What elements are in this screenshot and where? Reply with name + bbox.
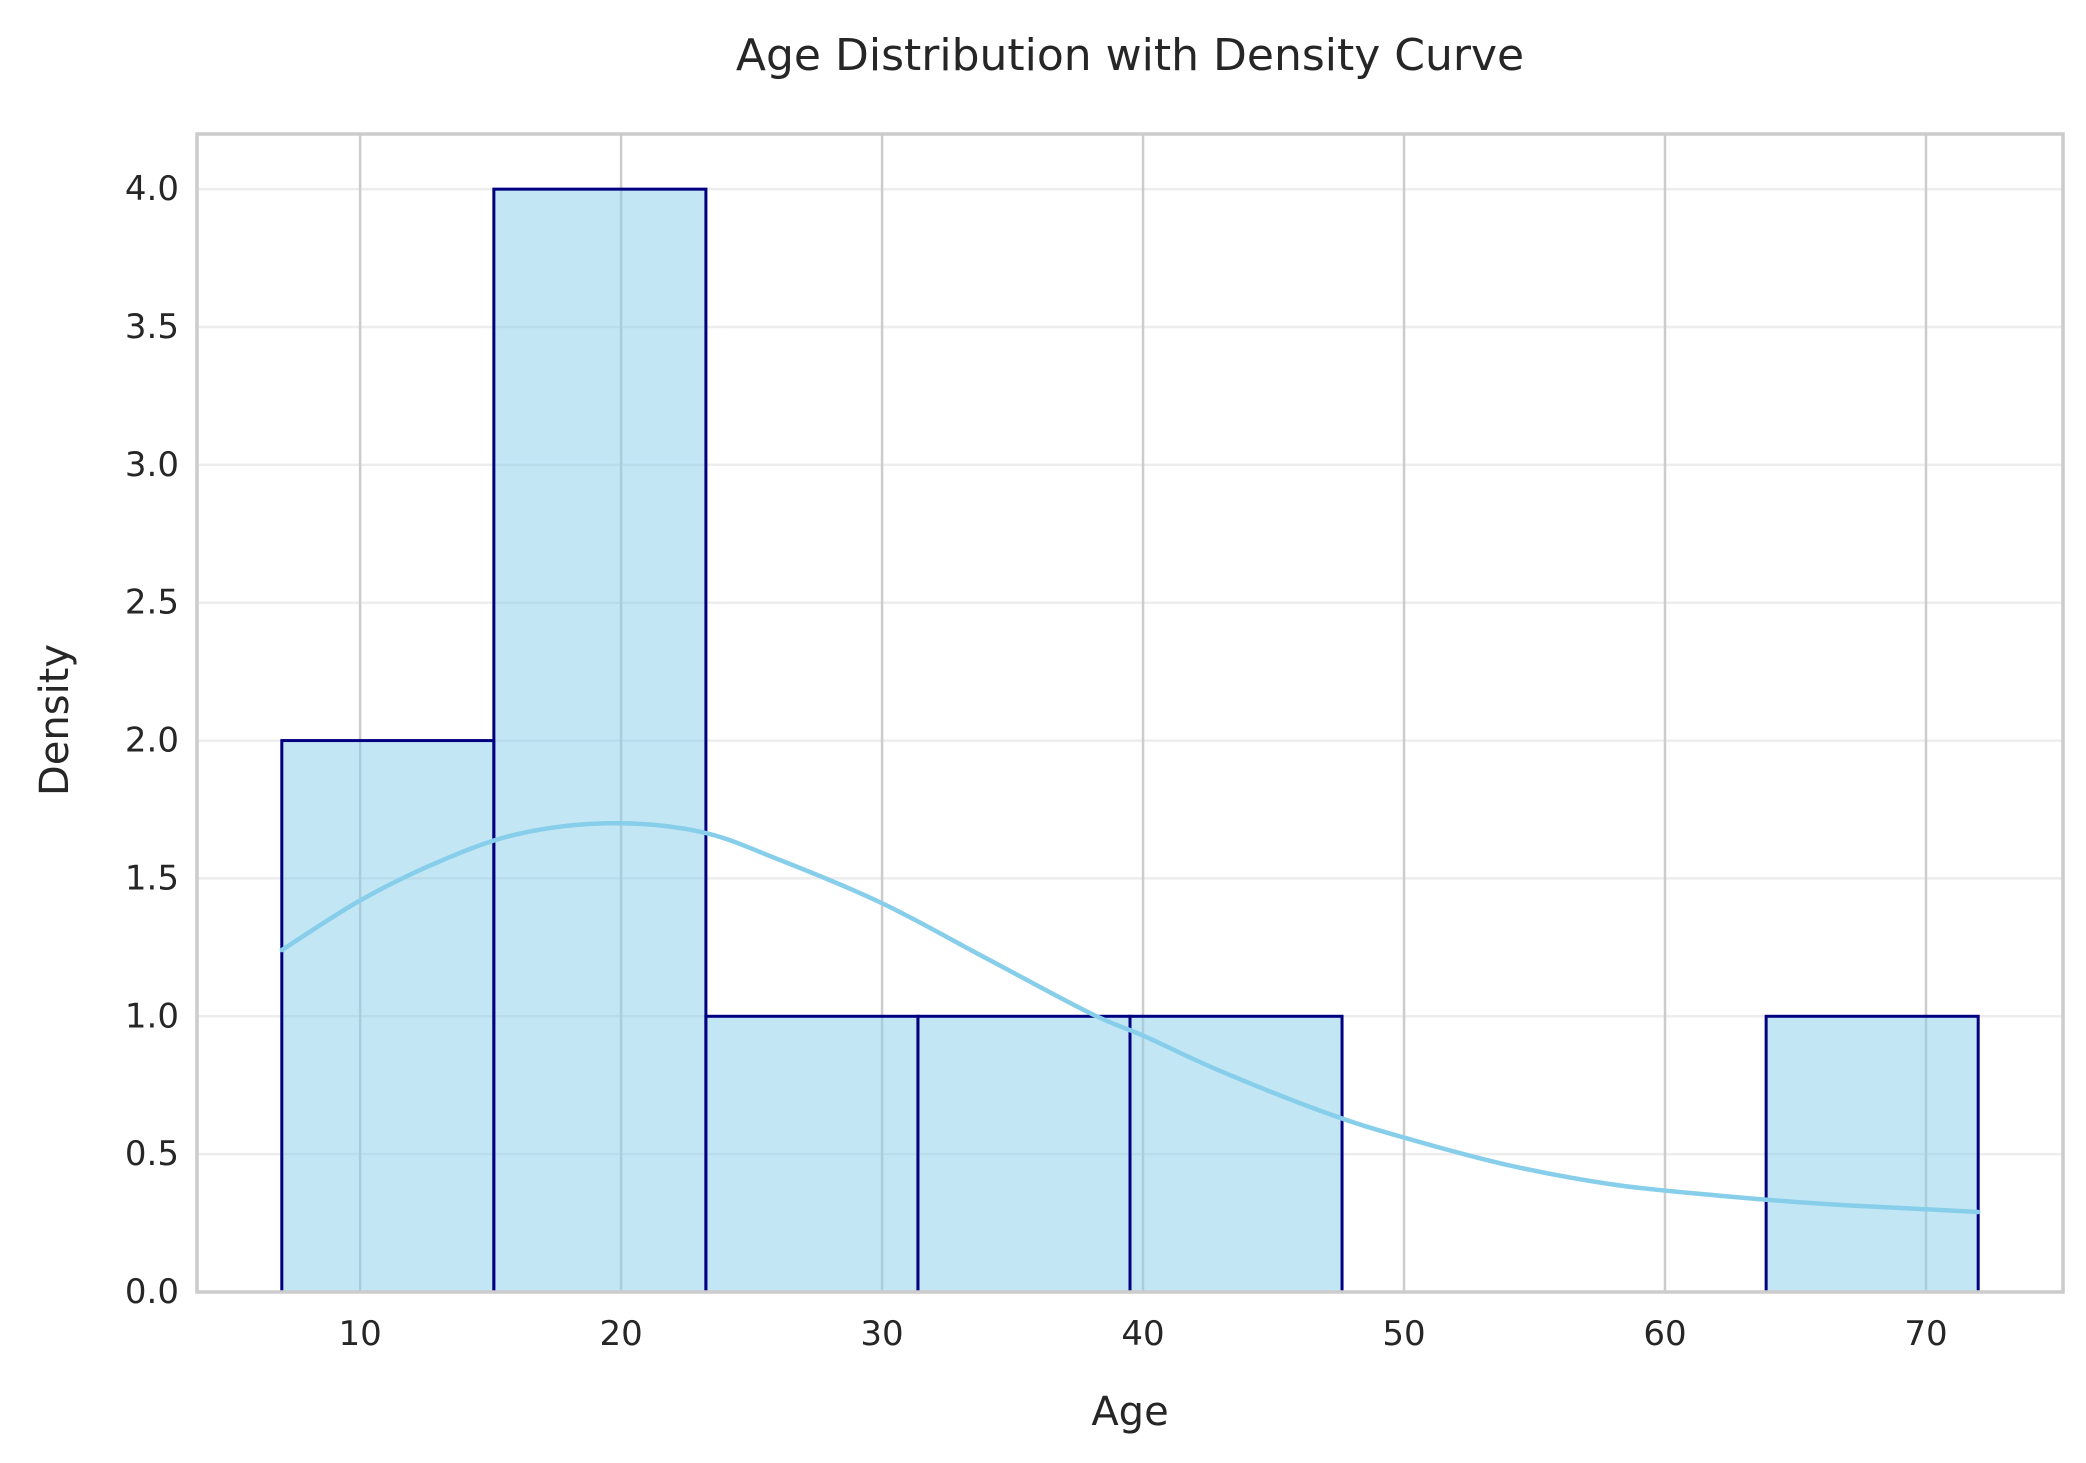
y-axis-ticks: 0.0 0.5 1.0 1.5 2.0 2.5 3.0 3.5 4.0: [125, 169, 179, 1312]
y-tick-label: 4.0: [125, 169, 179, 209]
histogram-bar: [280, 739, 496, 1294]
histogram-bar: [916, 1014, 1132, 1294]
density-curve-layer: [279, 820, 1981, 1215]
y-tick-label: 2.5: [125, 583, 179, 623]
histogram-bars: [280, 187, 1980, 1294]
y-tick-label: 1.5: [125, 858, 179, 898]
x-tick-label: 50: [1382, 1314, 1425, 1354]
histogram-bar: [1128, 1014, 1344, 1294]
x-tick-label: 60: [1643, 1314, 1686, 1354]
y-tick-label: 2.0: [125, 721, 179, 761]
y-tick-label: 1.0: [125, 996, 179, 1036]
histogram-bar: [492, 187, 708, 1294]
histogram-bar: [704, 1014, 920, 1294]
x-axis-label: Age: [1091, 1389, 1168, 1435]
y-tick-label: 0.5: [125, 1134, 179, 1174]
y-tick-label: 0.0: [125, 1272, 179, 1312]
density-curve: [279, 820, 1981, 1215]
x-tick-label: 30: [860, 1314, 903, 1354]
x-tick-label: 70: [1904, 1314, 1947, 1354]
x-axis-ticks: 10 20 30 40 50 60 70: [338, 1314, 1947, 1354]
chart-title: Age Distribution with Density Curve: [736, 30, 1524, 81]
plot-frame: [195, 132, 2065, 1294]
y-tick-label: 3.0: [125, 445, 179, 485]
histogram-bar: [1764, 1014, 1980, 1294]
x-tick-label: 10: [338, 1314, 381, 1354]
y-axis-label: Density: [32, 644, 78, 796]
y-tick-label: 3.5: [125, 307, 179, 347]
x-tick-label: 40: [1121, 1314, 1164, 1354]
x-tick-label: 20: [599, 1314, 642, 1354]
